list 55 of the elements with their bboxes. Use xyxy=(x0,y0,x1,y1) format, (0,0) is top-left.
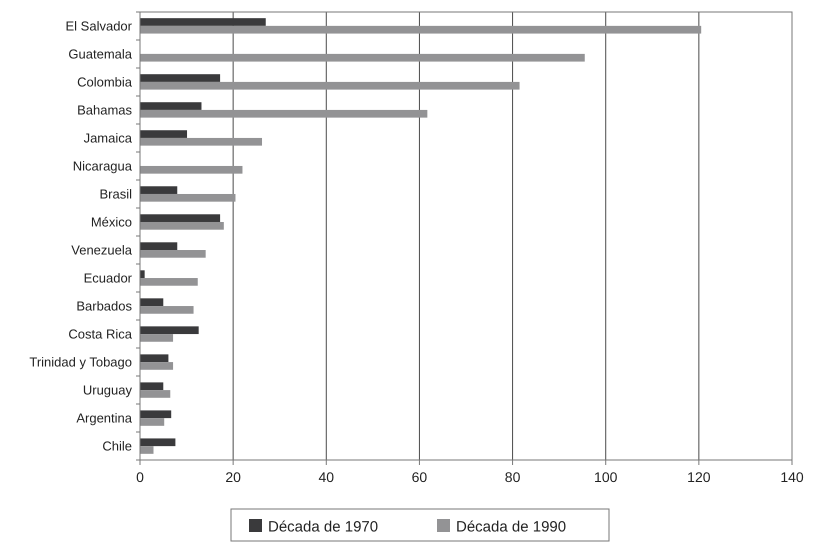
bar xyxy=(140,102,202,110)
bar xyxy=(140,278,198,286)
bar xyxy=(140,110,428,118)
y-tick-label: Chile xyxy=(102,438,132,454)
x-tick-label: 80 xyxy=(504,469,521,485)
bar xyxy=(140,390,170,398)
bar xyxy=(140,194,236,202)
y-tick-label: Nicaragua xyxy=(72,158,133,174)
bar xyxy=(140,26,702,34)
y-tick-label: Barbados xyxy=(76,298,132,314)
bar xyxy=(140,306,194,314)
bar xyxy=(140,382,164,390)
bar xyxy=(140,418,164,426)
y-tick-label: Guatemala xyxy=(68,46,133,62)
bar xyxy=(140,54,585,62)
bar xyxy=(140,74,220,82)
bar xyxy=(140,18,266,26)
bar xyxy=(140,138,262,146)
x-tick-label: 40 xyxy=(318,469,334,485)
y-tick-label: Venezuela xyxy=(71,242,133,258)
x-tick-label: 20 xyxy=(225,469,242,485)
bar xyxy=(140,298,164,306)
y-tick-label: México xyxy=(90,214,132,230)
bar xyxy=(140,130,188,138)
y-tick-label: Jamaica xyxy=(84,130,133,146)
bar xyxy=(140,82,520,90)
bar xyxy=(140,438,176,446)
legend-label: Década de 1970 xyxy=(268,518,378,536)
x-tick-label: 100 xyxy=(594,469,618,485)
bar xyxy=(140,446,154,454)
y-tick-label: Bahamas xyxy=(77,102,132,118)
bar xyxy=(140,166,242,174)
y-tick-label: Argentina xyxy=(76,410,133,426)
y-tick-label: Costa Rica xyxy=(68,326,133,342)
y-tick-label: Uruguay xyxy=(82,382,132,398)
x-tick-label: 0 xyxy=(136,469,144,485)
bar xyxy=(140,326,199,334)
x-tick-label: 60 xyxy=(412,469,428,485)
bar xyxy=(140,222,224,230)
y-tick-label: Ecuador xyxy=(84,270,133,286)
y-tick-label: Brasil xyxy=(99,186,132,202)
bar xyxy=(140,186,178,194)
x-tick-label: 140 xyxy=(780,469,804,485)
bar xyxy=(140,354,168,362)
bar xyxy=(140,214,220,222)
bar xyxy=(140,334,174,342)
x-tick-label: 120 xyxy=(687,469,711,485)
y-tick-label: El Salvador xyxy=(66,18,133,34)
bar xyxy=(140,250,206,258)
bar xyxy=(140,242,178,250)
y-tick-label: Colombia xyxy=(77,74,133,90)
bar xyxy=(140,410,172,418)
legend-label: Década de 1990 xyxy=(456,518,566,536)
y-tick-label: Trinidad y Tobago xyxy=(29,354,132,370)
bar xyxy=(140,362,174,370)
